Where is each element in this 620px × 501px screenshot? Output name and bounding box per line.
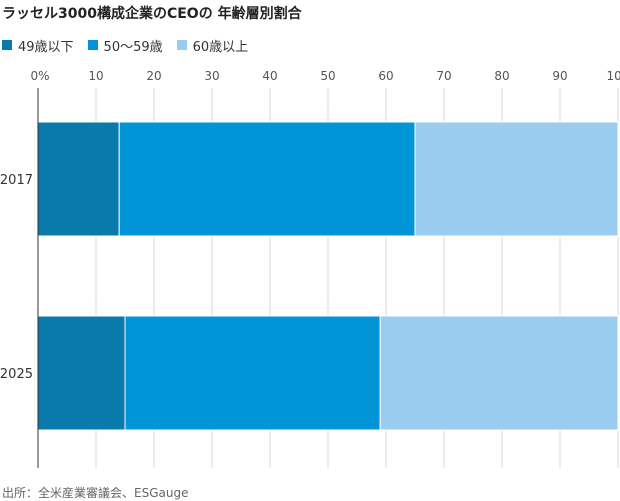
x-tick-label: 20 — [146, 69, 161, 83]
category-label-2017: 2017 — [0, 173, 33, 188]
x-tick-label: 100 — [607, 69, 620, 83]
legend: 49歳以下 50〜59歳 60歳以上 — [2, 36, 262, 55]
bar-2025-50to59 — [124, 315, 381, 431]
chart-title: ラッセル3000構成企業のCEOの 年齢層別割合 — [2, 6, 302, 22]
bar-2025-under49 — [37, 315, 126, 431]
legend-label-over60: 60歳以上 — [192, 39, 249, 55]
legend-label-50to59: 50〜59歳 — [103, 39, 163, 55]
x-tick-label: 30 — [204, 69, 219, 83]
x-tick-label: 80 — [494, 69, 509, 83]
legend-swatch-under49 — [2, 40, 12, 50]
bar-2017-over60 — [414, 121, 619, 237]
legend-item-50to59: 50〜59歳 — [87, 36, 163, 55]
legend-item-over60: 60歳以上 — [176, 36, 249, 55]
x-tick-label: 70 — [436, 69, 451, 83]
legend-label-under49: 49歳以下 — [18, 39, 74, 55]
x-tick-label: 10 — [88, 69, 103, 83]
x-tick-label: 0% — [30, 69, 49, 83]
x-tick-label: 50 — [320, 69, 335, 83]
bar-2025-over60 — [379, 315, 619, 431]
bar-2017-50to59 — [118, 121, 416, 237]
x-tick-label: 90 — [552, 69, 567, 83]
x-tick-label: 40 — [262, 69, 277, 83]
category-label-2025: 2025 — [0, 367, 33, 382]
legend-item-under49: 49歳以下 — [2, 36, 74, 55]
x-tick-label: 60 — [378, 69, 393, 83]
source-note: 出所：全米産業審議会、ESGauge — [2, 486, 189, 500]
stacked-bar-chart: 0% 10 20 30 40 50 60 70 80 90 100 2017 2025 — [0, 69, 620, 468]
legend-swatch-over60 — [176, 40, 187, 50]
legend-swatch-50to59 — [87, 40, 98, 50]
bar-2017-under49 — [37, 121, 120, 237]
